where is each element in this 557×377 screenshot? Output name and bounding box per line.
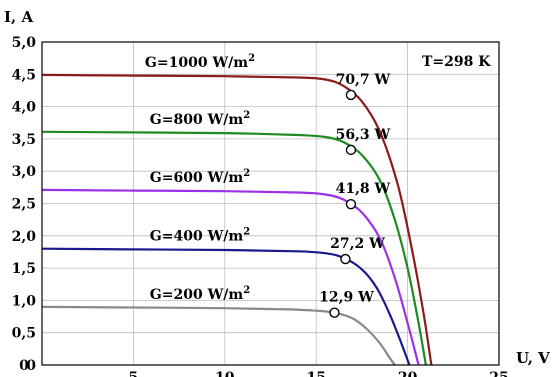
x-tick-label: 10 [215, 370, 235, 377]
series-line-1 [41, 130, 427, 366]
series-name-base: G=1000 W/m [145, 55, 248, 71]
series-line-0 [41, 73, 433, 366]
series-name-base: G=400 W/m [150, 229, 244, 245]
y-tick-label: 3,0 [12, 164, 37, 180]
mpp-power-label-3: 27,2 W [330, 236, 385, 252]
x-tick-label: 5 [129, 370, 139, 377]
mpp-power-label-1: 56,3 W [336, 127, 391, 143]
series-name-sup: 2 [243, 227, 250, 238]
x-tick-label: 25 [489, 370, 508, 377]
x-axis-label: U, V [516, 349, 550, 367]
y-tick-label: 1,0 [12, 293, 37, 309]
series-name-label-0: G=1000 W/m2 [145, 53, 255, 71]
mpp-marker-0 [345, 89, 357, 101]
y-tick-label: 3,5 [12, 132, 36, 148]
y-tick-label: 4,5 [12, 67, 36, 83]
series-name-sup: 2 [243, 168, 250, 179]
mpp-power-label-0: 70,7 W [336, 72, 391, 88]
series-name-sup: 2 [243, 285, 250, 296]
x-tick-label: 15 [306, 370, 325, 377]
y-tick-label: 2,5 [12, 197, 36, 213]
tick-labels: 00,51,01,52,02,53,03,54,04,55,0510152025… [12, 35, 509, 377]
series-line-2 [41, 188, 420, 366]
origin-tick-label: 0 [19, 358, 29, 374]
series-name-base: G=600 W/m [150, 170, 244, 186]
series-name-base: G=800 W/m [150, 112, 244, 128]
series-line-3 [41, 247, 411, 366]
mpp-power-label-4: 12,9 W [319, 290, 374, 306]
series-name-sup: 2 [243, 110, 250, 121]
plot-frame [41, 41, 500, 366]
series-name-label-3: G=400 W/m2 [150, 227, 250, 245]
series-line-4 [41, 305, 396, 366]
series-name-label-1: G=800 W/m2 [150, 110, 250, 128]
y-tick-label: 5,0 [12, 35, 37, 51]
mpp-marker-1 [345, 144, 357, 156]
y-tick-label: 4,0 [12, 100, 37, 116]
mpp-markers [329, 89, 357, 318]
temperature-annotation: T=298 K [422, 54, 491, 70]
mpp-marker-2 [345, 198, 357, 210]
series-name-label-4: G=200 W/m2 [150, 285, 250, 303]
series-name-base: G=200 W/m [150, 287, 244, 303]
series-name-label-2: G=600 W/m2 [150, 168, 250, 186]
y-axis-label: I, A [4, 8, 33, 26]
y-tick-label: 2,0 [12, 229, 37, 245]
y-tick-label: 1,5 [12, 261, 36, 277]
mpp-marker-4 [329, 307, 340, 318]
y-tick-label: 0,5 [12, 326, 36, 342]
grid-lines [42, 42, 499, 365]
series-name-sup: 2 [248, 53, 255, 64]
mpp-power-label-2: 41,8 W [336, 181, 391, 197]
mpp-marker-3 [340, 253, 351, 265]
y-tick-label: 0 [26, 358, 36, 374]
x-tick-label: 20 [398, 370, 418, 377]
